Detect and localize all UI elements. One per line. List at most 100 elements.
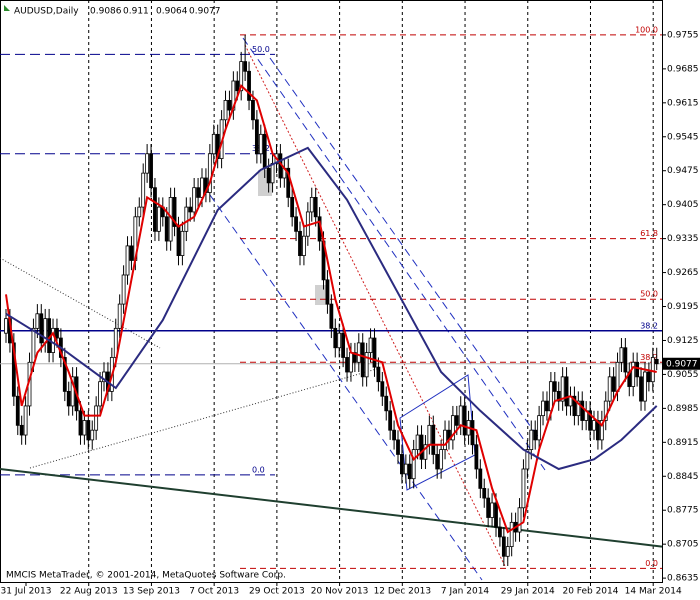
candle-body bbox=[431, 424, 436, 455]
x-tick-label: 20 Nov 2013 bbox=[311, 587, 369, 597]
candle-body bbox=[176, 226, 181, 256]
y-tick-label: 0.8635 bbox=[667, 574, 699, 584]
y-tick-label: 0.9125 bbox=[667, 336, 699, 346]
x-tick-label: 20 Feb 2014 bbox=[562, 587, 618, 597]
candle-body bbox=[247, 70, 251, 101]
candle-body bbox=[141, 172, 146, 208]
candle-body bbox=[380, 381, 385, 397]
candle-body bbox=[607, 376, 612, 402]
candle-body bbox=[309, 196, 314, 213]
candle-body bbox=[443, 429, 447, 450]
candle-body bbox=[207, 153, 212, 193]
candle-body bbox=[639, 376, 643, 402]
candle-body bbox=[62, 357, 67, 392]
candle-body bbox=[478, 468, 483, 489]
candle-body bbox=[145, 153, 150, 174]
candle-body bbox=[599, 420, 604, 441]
candle-body bbox=[462, 405, 467, 436]
candle-body bbox=[646, 371, 651, 383]
candle-body bbox=[643, 371, 647, 402]
y-tick-label: 0.9055 bbox=[667, 370, 699, 380]
candle-body bbox=[94, 405, 99, 431]
candle-body bbox=[474, 444, 479, 470]
dotted-line bbox=[0, 257, 161, 349]
plot-frame bbox=[0, 0, 663, 583]
candle-body bbox=[192, 187, 197, 213]
candle-body bbox=[631, 361, 636, 387]
y-tick-label: 0.9195 bbox=[667, 302, 699, 312]
candle-body bbox=[407, 463, 412, 480]
y-tick-label: 0.9615 bbox=[667, 98, 699, 108]
candle-body bbox=[223, 99, 228, 121]
horizontal-line-label: 38.2 bbox=[640, 321, 658, 330]
candle-body bbox=[560, 376, 565, 402]
shade-box bbox=[315, 285, 329, 305]
candle-body bbox=[78, 410, 83, 436]
fib-label: 50.0 bbox=[640, 290, 658, 299]
candle-body bbox=[615, 361, 620, 392]
candle-body bbox=[509, 521, 514, 547]
candle-body bbox=[572, 395, 577, 417]
candle-body bbox=[529, 429, 534, 450]
y-tick-label: 0.9685 bbox=[667, 64, 699, 74]
candle-body bbox=[251, 99, 255, 121]
candle-body bbox=[419, 434, 424, 460]
x-tick-label: 14 Mar 2014 bbox=[625, 587, 682, 597]
candle-body bbox=[411, 449, 416, 480]
fib-label: 0.0 bbox=[645, 559, 658, 568]
candle-body bbox=[243, 61, 248, 72]
candle-body bbox=[55, 327, 59, 339]
candle-body bbox=[4, 318, 8, 334]
candle-body bbox=[125, 245, 130, 276]
candle-body bbox=[286, 167, 291, 198]
candle-body bbox=[329, 303, 334, 329]
candle-body bbox=[403, 463, 408, 475]
last-price-box bbox=[663, 357, 700, 370]
channel-line bbox=[242, 37, 546, 471]
candle-body bbox=[525, 449, 530, 470]
candle-body bbox=[372, 337, 377, 368]
chart-title: AUDUSD,Daily bbox=[14, 7, 79, 17]
candle-body bbox=[23, 405, 28, 436]
candle-body bbox=[325, 279, 330, 305]
candle-body bbox=[211, 133, 216, 155]
candle-body bbox=[11, 342, 16, 397]
candle-body bbox=[450, 415, 455, 441]
candle-body bbox=[470, 420, 475, 446]
candle-body bbox=[611, 376, 616, 392]
header-high: 0.911 bbox=[123, 7, 149, 17]
x-tick-label: 7 Oct 2013 bbox=[189, 587, 239, 597]
candle-body bbox=[298, 230, 302, 256]
candle-body bbox=[254, 119, 259, 155]
candle-body bbox=[396, 439, 400, 455]
candle-body bbox=[588, 410, 592, 431]
candle-body bbox=[188, 206, 193, 213]
candle-body bbox=[258, 133, 263, 155]
candle-body bbox=[415, 434, 420, 450]
candle-body bbox=[580, 400, 585, 421]
candle-body bbox=[435, 454, 440, 470]
axes: 0.9755 0.9685 0.9615 0.9545 0.9475 0.9405 0.93… bbox=[1, 30, 700, 597]
candle-body bbox=[66, 390, 71, 407]
last-price-label: 0.9077 bbox=[666, 359, 698, 369]
candle-body bbox=[51, 327, 55, 353]
candle-body bbox=[227, 99, 232, 111]
candle-body bbox=[39, 313, 44, 344]
y-tick-label: 0.9265 bbox=[667, 268, 699, 278]
candle-body bbox=[427, 424, 432, 446]
fib-baseline bbox=[244, 44, 506, 567]
candle-body bbox=[454, 415, 459, 426]
x-tick-label: 29 Jan 2014 bbox=[501, 587, 555, 597]
candle-body bbox=[482, 487, 487, 499]
indicator-lines bbox=[5, 84, 658, 534]
channel-line bbox=[209, 194, 483, 581]
header-open: 0.9086 bbox=[90, 7, 122, 17]
chart-icon bbox=[4, 5, 10, 11]
candle-body bbox=[235, 80, 240, 92]
fib-label: 100.0 bbox=[635, 25, 658, 34]
candle-body bbox=[239, 61, 244, 92]
y-tick-label: 0.9545 bbox=[667, 132, 699, 142]
candle-body bbox=[603, 400, 608, 421]
x-tick-label: 12 Dec 2013 bbox=[374, 587, 432, 597]
candle-body bbox=[533, 429, 538, 441]
